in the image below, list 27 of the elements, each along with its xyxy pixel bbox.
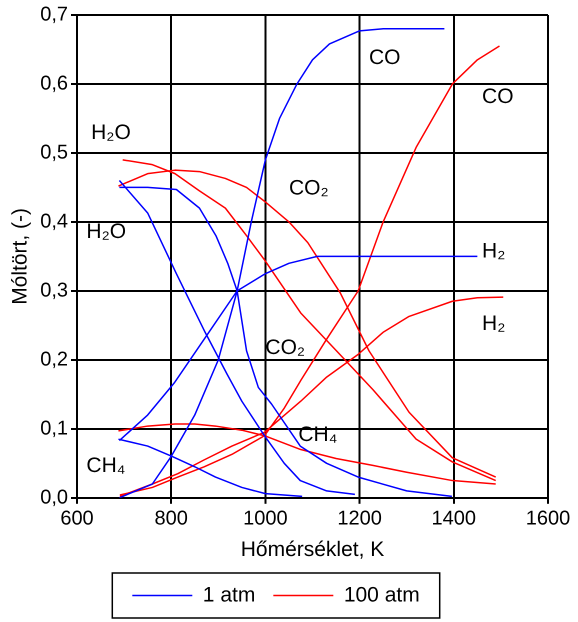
annotation: H₂ [482,312,506,335]
annotation: CO [369,46,401,70]
x-tick-label: 1600 [526,507,570,530]
x-tick-label: 800 [154,507,188,530]
y-tick-label: 0,7 [40,4,68,26]
y-tick-label: 0,3 [40,279,68,302]
annotation: H₂ [482,239,506,262]
annotation: CO₂ [265,336,306,359]
annotation: CO [482,84,514,108]
x-tick-label: 1200 [337,507,382,530]
y-axis-title: Móltört, (-) [8,208,32,305]
y-tick-label: 0,6 [40,72,68,94]
annotation: CH₄ [86,454,126,478]
legend-label: 1 atm [202,583,256,606]
annotation: H₂O [86,220,126,244]
annotation: CO₂ [288,176,329,200]
y-tick-label: 0,2 [40,348,68,370]
y-tick-label: 0,5 [40,141,68,164]
x-tick-label: 1000 [243,507,288,530]
y-tick-label: 0,1 [40,417,68,440]
y-tick-label: 0,0 [40,486,68,508]
x-tick-label: 1400 [432,507,476,530]
x-tick-label: 600 [60,507,94,530]
x-axis-title: Hőmérséklet, K [240,538,384,562]
y-tick-label: 0,4 [40,210,68,232]
annotation: H₂O [91,121,131,144]
legend-label: 100 atm [344,583,420,606]
